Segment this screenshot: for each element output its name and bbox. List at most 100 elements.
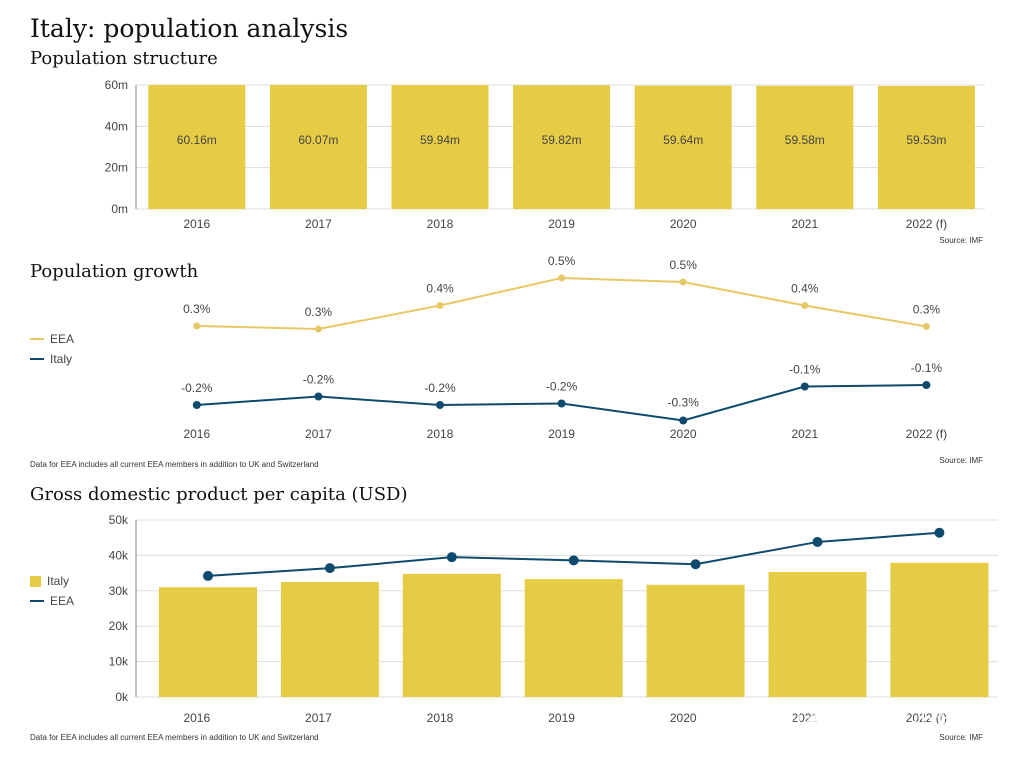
legend-item-italy: Italy — [30, 349, 74, 369]
x-tick-label: 2021 — [791, 711, 818, 725]
bar-data-label: 59.94m — [420, 133, 460, 147]
point-data-label: 0.5% — [670, 258, 698, 272]
data-point — [922, 381, 931, 389]
legend-label-gdp-eea: EEA — [50, 594, 75, 608]
x-tick-label: 2016 — [183, 427, 210, 441]
legend-item-gdp-eea: EEA — [30, 591, 74, 611]
bar-data-label: 60.07m — [298, 133, 338, 147]
y-tick-label: 50k — [109, 513, 129, 527]
legend-swatch-gdp-italy — [30, 575, 41, 587]
x-tick-label: 2018 — [427, 427, 454, 441]
bar — [877, 85, 975, 209]
legend-label-gdp-italy: Italy — [47, 574, 70, 588]
point-data-label: -0.3% — [668, 396, 700, 410]
gdp-title: Gross domestic product per capita (USD) — [30, 484, 408, 505]
data-point — [922, 323, 930, 330]
legend-label-italy: Italy — [50, 352, 73, 366]
x-tick-label: 2021 — [791, 427, 818, 441]
point-data-label: 0.4% — [426, 282, 454, 296]
data-point — [690, 559, 701, 570]
data-point — [324, 563, 335, 574]
data-point — [557, 399, 566, 408]
bar — [634, 85, 732, 209]
data-point — [314, 392, 323, 401]
x-tick-label: 2019 — [548, 427, 575, 441]
data-point — [436, 302, 444, 309]
data-point — [679, 278, 687, 286]
bar — [756, 85, 854, 209]
x-tick-label: 2016 — [183, 711, 210, 725]
point-data-label: -0.2% — [424, 381, 456, 395]
point-data-label: 0.4% — [791, 282, 819, 296]
point-data-label: -0.2% — [303, 373, 335, 387]
data-point — [192, 401, 201, 409]
population-structure-title: Population structure — [30, 48, 218, 69]
point-data-label: -0.1% — [911, 361, 943, 375]
bar — [768, 572, 867, 697]
legend-item-gdp-italy: Italy — [30, 571, 74, 591]
y-tick-label: 40k — [109, 548, 129, 562]
legend-swatch-gdp-eea — [30, 600, 44, 602]
population-growth-title: Population growth — [30, 261, 199, 282]
page-title: Italy: population analysis — [30, 14, 349, 43]
bar-data-label: 60.16m — [177, 133, 217, 147]
x-tick-label: 2020 — [670, 711, 697, 725]
data-point — [812, 536, 823, 547]
population-growth-note: Data for EEA includes all current EEA me… — [30, 460, 319, 469]
data-point — [314, 325, 322, 333]
y-tick-label: 30k — [109, 584, 129, 598]
data-point — [193, 322, 201, 330]
bar — [159, 587, 257, 697]
x-tick-label: 2016 — [183, 217, 210, 231]
x-tick-label: 2019 — [548, 711, 575, 725]
y-tick-label: 40m — [105, 119, 128, 133]
point-data-label: 0.3% — [913, 303, 941, 317]
x-tick-label: 2018 — [427, 711, 454, 725]
population-structure-source: Source: IMF — [939, 236, 983, 245]
bar-data-label: 59.53m — [906, 133, 946, 147]
bar — [402, 573, 501, 697]
y-tick-label: 60m — [105, 78, 128, 92]
legend-swatch-eea — [30, 338, 44, 340]
bar — [391, 85, 489, 209]
x-tick-label: 2022 (f) — [906, 711, 947, 725]
data-point — [568, 555, 579, 566]
bar — [890, 562, 989, 697]
population-growth-legend: EEA Italy — [30, 329, 74, 369]
data-point — [800, 382, 809, 391]
y-tick-label: 10k — [109, 655, 129, 669]
point-data-label: -0.2% — [546, 380, 578, 394]
x-tick-label: 2017 — [305, 711, 332, 725]
x-tick-label: 2017 — [305, 217, 332, 231]
bar — [269, 85, 367, 209]
x-tick-label: 2022 (f) — [906, 427, 947, 441]
gdp-source: Source: IMF — [939, 733, 983, 742]
point-data-label: 0.5% — [548, 254, 576, 268]
point-data-label: -0.1% — [789, 363, 821, 377]
legend-item-eea: EEA — [30, 329, 74, 349]
y-tick-label: 20m — [105, 161, 128, 175]
bar-data-label: 59.82m — [542, 133, 582, 147]
bar-data-label: 59.64m — [663, 133, 703, 147]
point-data-label: -0.2% — [181, 381, 213, 395]
data-point — [679, 416, 688, 425]
x-tick-label: 2022 (f) — [906, 217, 947, 231]
data-point — [934, 527, 945, 538]
legend-swatch-italy — [30, 358, 44, 360]
y-tick-label: 20k — [109, 619, 129, 633]
x-tick-label: 2017 — [305, 427, 332, 441]
gdp-note: Data for EEA includes all current EEA me… — [30, 733, 319, 742]
y-tick-label: 0m — [111, 202, 128, 216]
point-data-label: 0.3% — [305, 305, 333, 319]
x-tick-label: 2020 — [670, 427, 697, 441]
x-tick-label: 2018 — [427, 217, 454, 231]
data-point — [446, 552, 457, 563]
data-point — [558, 274, 566, 282]
bar — [280, 581, 379, 697]
population-growth-source: Source: IMF — [939, 456, 983, 465]
x-tick-label: 2021 — [791, 217, 818, 231]
bar — [148, 85, 246, 209]
bar-data-label: 59.58m — [785, 133, 825, 147]
x-tick-label: 2019 — [548, 217, 575, 231]
